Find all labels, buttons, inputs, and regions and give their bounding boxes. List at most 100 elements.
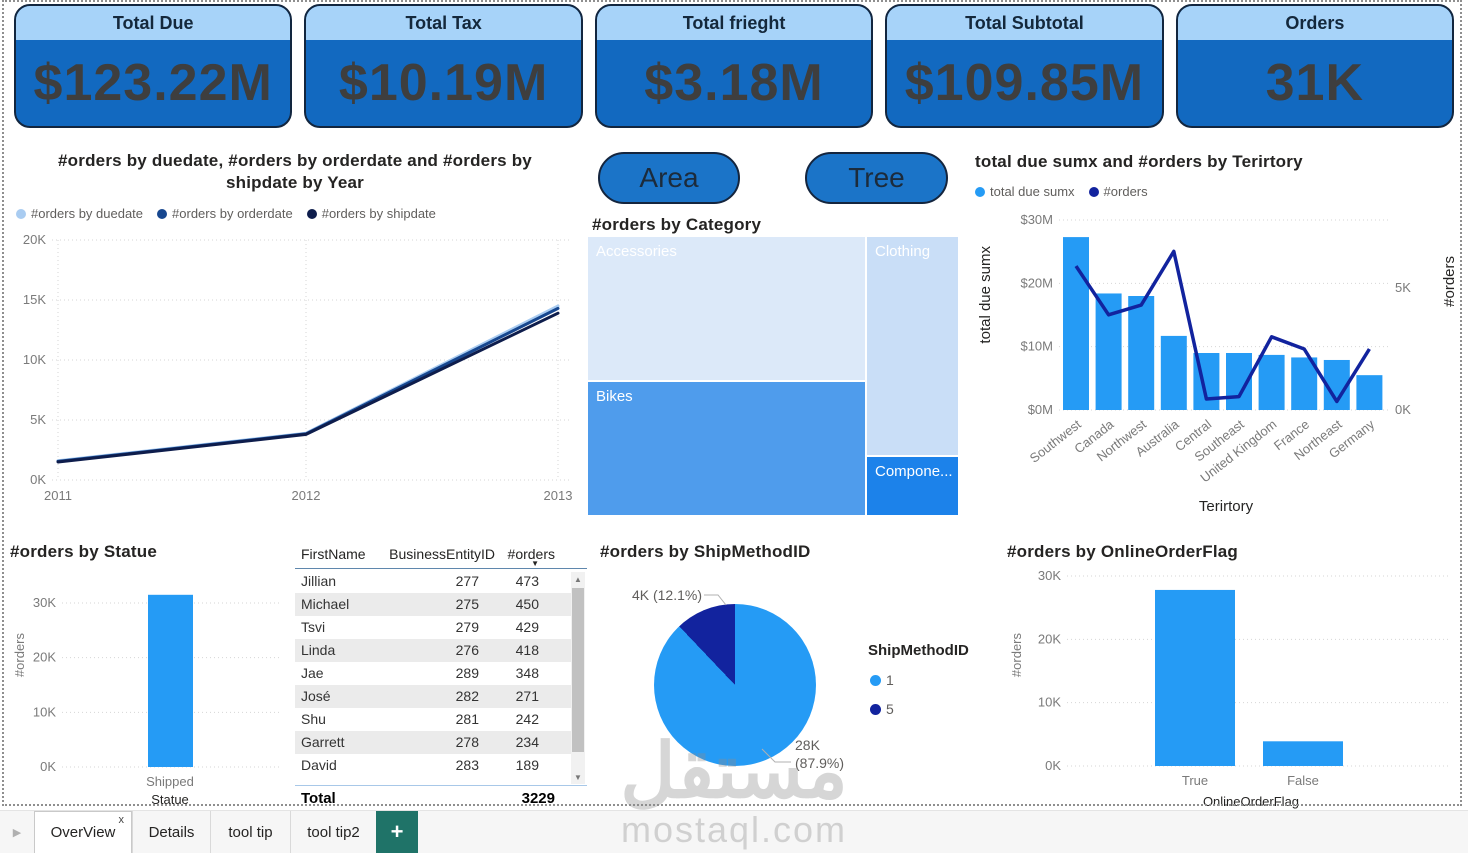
- table-scrollbar[interactable]: ▲ ▼: [571, 572, 585, 784]
- legend-label: 1: [886, 672, 894, 688]
- treemap-tile-clothing[interactable]: Clothing: [867, 237, 958, 455]
- table-header-orders[interactable]: #orders: [507, 546, 555, 562]
- cell-firstname: Linda: [301, 642, 336, 658]
- legend-label: #orders by shipdate: [321, 206, 436, 221]
- tab-label: OverView: [50, 824, 116, 841]
- cell-businessentityid: 289: [455, 665, 479, 681]
- statue-y-axis-title: #orders: [12, 633, 27, 678]
- kpi-card[interactable]: Total Tax $10.19M: [304, 4, 583, 128]
- tab-nav-arrow-icon[interactable]: ▶: [12, 826, 22, 839]
- table-total-label: Total: [301, 790, 336, 807]
- axis-tick-label: 5K: [1395, 280, 1411, 295]
- kpi-card-value: 31K: [1265, 54, 1365, 112]
- cell-orders: 242: [515, 711, 539, 727]
- area-button[interactable]: Area: [598, 152, 740, 204]
- legend-item[interactable]: #orders by orderdate: [157, 206, 293, 221]
- combo-chart-panel: total due sumx and #orders by Terirtory …: [975, 146, 1462, 526]
- combo-bar-Germany[interactable]: [1356, 375, 1383, 410]
- tab-label: tool tip2: [307, 823, 360, 841]
- pie-chart[interactable]: [654, 604, 816, 766]
- onlineorderflag-y-axis-title: #orders: [1009, 633, 1024, 678]
- scroll-down-icon[interactable]: ▼: [574, 772, 582, 782]
- cell-businessentityid: 283: [455, 757, 479, 773]
- pie-legend-item-5[interactable]: 5: [870, 701, 894, 717]
- table-row[interactable]: Jae 289 348: [295, 662, 571, 685]
- kpi-card-title: Total Tax: [306, 6, 581, 40]
- pie-legend-item-1[interactable]: 1: [870, 672, 894, 688]
- combo-bar-United Kingdom[interactable]: [1258, 354, 1285, 410]
- tree-button[interactable]: Tree: [805, 152, 948, 204]
- table-row[interactable]: Garrett 278 234: [295, 731, 571, 754]
- table-row[interactable]: Michael 275 450: [295, 593, 571, 616]
- kpi-card[interactable]: Total Due $123.22M: [14, 4, 293, 128]
- treemap-tile-bikes[interactable]: Bikes: [588, 382, 865, 515]
- kpi-card-title: Total frieght: [596, 6, 872, 40]
- axis-tick-label: 0K: [40, 759, 56, 774]
- table-row[interactable]: Tsvi 279 429: [295, 616, 571, 639]
- callout-line: [704, 594, 727, 606]
- cell-businessentityid: 278: [455, 734, 479, 750]
- tab-tool-tip2[interactable]: tool tip2: [290, 811, 376, 853]
- table-header: FirstName BusinessEntityID #orders ▼: [295, 542, 587, 569]
- legend-item[interactable]: #orders by duedate: [16, 206, 143, 221]
- kpi-card[interactable]: Total frieght $3.18M: [594, 4, 874, 128]
- online-bar-False[interactable]: [1263, 741, 1343, 766]
- table-row[interactable]: David 283 189: [295, 754, 571, 777]
- cell-orders: 473: [515, 573, 539, 589]
- cell-businessentityid: 279: [455, 619, 479, 635]
- kpi-card[interactable]: Total Subtotal $109.85M: [885, 4, 1164, 128]
- legend-dot-icon: [870, 674, 881, 686]
- treemap-tile-accessories[interactable]: Accessories: [588, 237, 865, 380]
- kpi-cards: Total Due $123.22M Total Tax $10.19M Total f…: [14, 4, 1455, 128]
- statue-chart-panel: #orders by Statue 0K 10K 20K 30K Shipped #or…: [8, 538, 288, 808]
- pie-callout-slice-1: 28K (87.9%): [795, 737, 845, 771]
- legend-item[interactable]: total due sumx: [975, 184, 1075, 199]
- table-row[interactable]: Jillian 277 473: [295, 570, 571, 593]
- sort-descending-icon[interactable]: ▼: [531, 559, 539, 568]
- kpi-card[interactable]: Orders 31K: [1175, 4, 1455, 128]
- scroll-up-icon[interactable]: ▲: [574, 574, 582, 584]
- onlineorderflag-x-axis-title: OnlineOrderFlag: [1202, 794, 1300, 809]
- axis-tick-label: 15K: [23, 292, 46, 307]
- statue-chart-title: #orders by Statue: [10, 542, 158, 561]
- legend-item[interactable]: 1: [870, 672, 894, 688]
- combo-bar-Southwest[interactable]: [1063, 237, 1089, 410]
- tab-details[interactable]: Details: [132, 811, 210, 853]
- line-chart-plot: 0K 5K 10K 15K 20K 2011 2012 2013: [23, 232, 573, 503]
- tab-overview[interactable]: OverView x: [34, 811, 132, 853]
- axis-tick-label: $10M: [1020, 339, 1053, 354]
- axis-tick-label: 20K: [1038, 631, 1061, 646]
- legend-dot-icon: [975, 186, 985, 197]
- table-row[interactable]: Linda 276 418: [295, 639, 571, 662]
- tab-close-icon[interactable]: x: [118, 814, 125, 826]
- axis-tick-label: 30K: [1038, 568, 1061, 583]
- legend-dot-icon: [16, 208, 26, 219]
- cell-firstname: Garrett: [301, 734, 345, 750]
- table-header-businessentityid[interactable]: BusinessEntityID: [389, 546, 495, 562]
- scrollbar-thumb[interactable]: [572, 588, 584, 752]
- tab-tool-tip[interactable]: tool tip: [210, 811, 290, 853]
- tab-label: tool tip: [228, 823, 273, 841]
- combo-bar-Australia[interactable]: [1160, 335, 1187, 410]
- axis-tick-label: 10K: [1038, 695, 1061, 710]
- legend-label: #orders: [1103, 184, 1148, 199]
- line-series: [56, 311, 560, 464]
- table-row[interactable]: Shu 281 242: [295, 708, 571, 731]
- combo-bar-Northwest[interactable]: [1128, 296, 1155, 410]
- tab-label: Details: [148, 823, 195, 841]
- statue-bar-shipped[interactable]: [148, 594, 193, 767]
- axis-tick-label: 0K: [1395, 402, 1411, 417]
- legend-item[interactable]: 5: [870, 701, 894, 717]
- treemap-tile-compone[interactable]: Compone...: [867, 457, 958, 515]
- legend-item[interactable]: #orders: [1088, 184, 1148, 199]
- legend-item[interactable]: #orders by shipdate: [306, 206, 436, 221]
- table-header-firstname[interactable]: FirstName: [301, 546, 366, 562]
- table-row[interactable]: José 282 271: [295, 685, 571, 708]
- onlineorderflag-chart-plot: 0K 10K 20K 30K True False: [1038, 568, 1450, 788]
- cell-firstname: José: [301, 688, 331, 704]
- legend-dot-icon: [870, 703, 881, 715]
- onlineorderflag-chart-panel: #orders by OnlineOrderFlag 0K 10K 20K 30K Tr…: [1005, 538, 1460, 810]
- online-bar-True[interactable]: [1155, 589, 1235, 766]
- add-page-button[interactable]: +: [376, 811, 418, 853]
- cell-firstname: Michael: [301, 596, 350, 612]
